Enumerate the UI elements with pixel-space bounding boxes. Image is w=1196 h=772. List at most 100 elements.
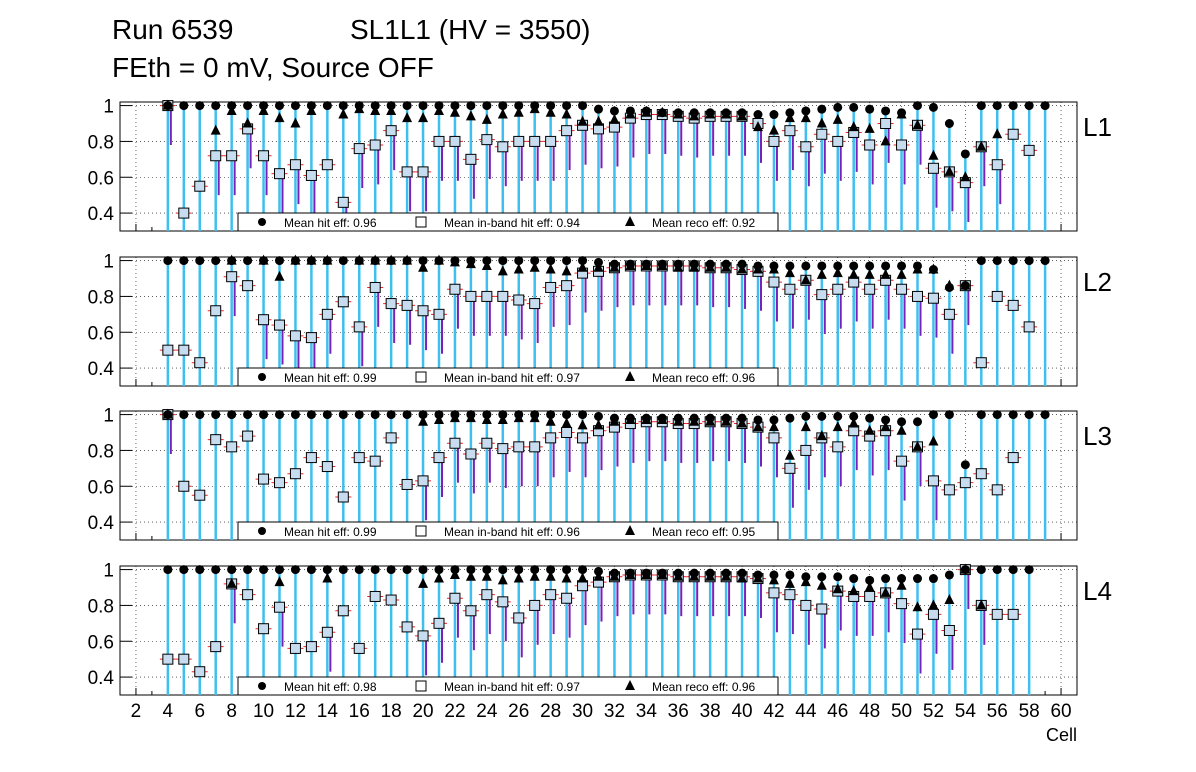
inband-marker	[800, 599, 812, 611]
hit-marker	[530, 101, 540, 111]
hit-marker	[514, 410, 524, 420]
reco-marker	[593, 115, 604, 126]
hit-marker	[641, 568, 651, 578]
inband-marker	[321, 159, 333, 171]
hit-marker	[944, 282, 954, 292]
inband-marker	[194, 489, 206, 501]
hit-marker	[498, 101, 508, 111]
y-tick-label: 1	[103, 406, 114, 427]
inband-marker	[497, 141, 509, 153]
inband-marker	[178, 344, 190, 356]
hit-marker	[290, 565, 300, 575]
reco-marker	[864, 581, 875, 592]
hit-marker	[992, 410, 1002, 420]
inband-marker	[417, 305, 429, 317]
hit-marker	[259, 101, 269, 111]
x-tick-label: 52	[923, 701, 944, 722]
reco-marker	[418, 112, 429, 123]
inband-marker	[975, 468, 987, 480]
inband-marker	[226, 441, 238, 453]
hit-marker	[992, 256, 1002, 266]
hit-marker	[817, 411, 827, 421]
hit-marker	[928, 102, 938, 112]
reco-marker	[944, 594, 955, 605]
hit-marker	[721, 413, 731, 423]
inband-marker	[927, 292, 939, 304]
inband-marker	[991, 484, 1003, 496]
legend-box	[237, 212, 779, 232]
x-tick-label: 30	[572, 701, 593, 722]
inband-marker	[258, 314, 270, 326]
hit-marker	[1008, 101, 1018, 111]
y-tick-label: 1	[103, 252, 114, 273]
hit-marker	[976, 410, 986, 420]
x-tick-label: 34	[636, 701, 658, 722]
hit-marker	[609, 259, 619, 269]
inband-marker	[927, 608, 939, 620]
inband-marker	[369, 590, 381, 602]
inband-marker	[784, 125, 796, 137]
hit-marker	[562, 410, 572, 420]
reco-marker	[800, 274, 811, 285]
legend-reco-label: Mean reco eff: 0.95	[652, 525, 756, 539]
hit-marker	[530, 565, 540, 575]
y-tick-label: 0.6	[88, 323, 114, 344]
inband-marker	[274, 601, 285, 613]
x-tick-label: 24	[476, 701, 498, 722]
inband-marker	[178, 653, 190, 665]
reco-marker	[513, 572, 524, 583]
hit-marker	[466, 565, 476, 575]
hit-marker	[386, 256, 396, 266]
inband-marker	[896, 139, 908, 151]
inband-marker	[210, 150, 222, 162]
hit-marker	[753, 570, 763, 580]
reco-marker	[880, 135, 891, 146]
inband-marker	[449, 283, 461, 295]
reco-marker	[481, 570, 492, 581]
inband-marker	[529, 599, 541, 611]
x-tick-label: 56	[987, 701, 1008, 722]
legend-inband-label: Mean in-band hit eff: 0.96	[444, 525, 580, 539]
reco-marker	[497, 108, 508, 119]
reco-marker	[976, 140, 987, 151]
hit-marker	[833, 102, 843, 112]
reco-marker	[928, 435, 939, 446]
hit-marker	[259, 256, 269, 266]
reco-marker	[290, 117, 301, 128]
reco-marker	[864, 122, 875, 133]
inband-marker	[194, 666, 206, 678]
reco-marker	[561, 572, 572, 583]
hit-marker	[960, 149, 970, 159]
reco-marker	[545, 415, 556, 426]
hit-marker	[466, 101, 476, 111]
hit-marker	[737, 259, 747, 269]
hit-marker	[275, 410, 284, 420]
inband-marker	[784, 589, 796, 601]
hit-marker	[769, 110, 779, 120]
hit-marker	[641, 106, 651, 116]
inband-marker	[162, 653, 174, 665]
inband-marker	[242, 430, 254, 442]
inband-marker	[433, 452, 445, 464]
reco-marker	[848, 585, 859, 596]
y-tick-label: 0.4	[88, 513, 115, 534]
hit-marker	[354, 101, 364, 111]
legend-inband-label: Mean in-band hit eff: 0.94	[444, 216, 580, 230]
hit-marker	[227, 565, 237, 575]
hit-marker	[705, 413, 715, 423]
reco-marker	[338, 108, 349, 119]
hit-marker	[482, 101, 492, 111]
inband-marker	[305, 641, 317, 653]
reco-marker	[577, 572, 588, 583]
inband-marker	[912, 628, 923, 640]
layer-label: L4	[1083, 576, 1112, 606]
hit-marker	[338, 410, 348, 420]
hit-marker	[306, 565, 316, 575]
hit-marker	[705, 108, 715, 118]
inband-marker	[481, 437, 493, 449]
legend-inband-marker	[415, 371, 427, 383]
inband-marker	[433, 617, 445, 629]
hit-marker	[418, 256, 428, 266]
hit-marker	[1040, 256, 1050, 266]
hit-marker	[673, 259, 683, 269]
